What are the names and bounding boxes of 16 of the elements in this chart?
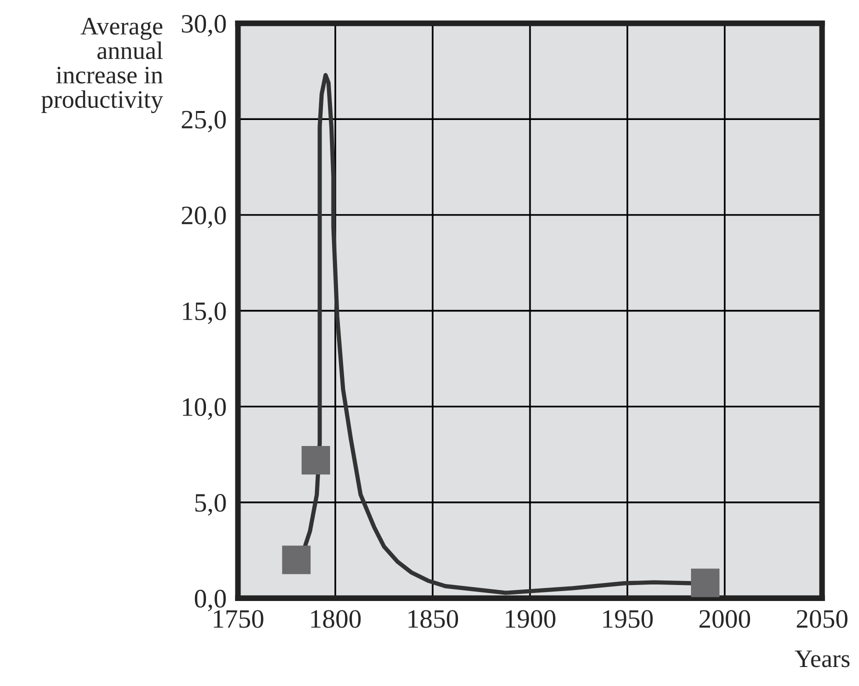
x-tick-label: 1750 <box>214 610 264 628</box>
x-tick-label: 2050 <box>796 610 848 628</box>
x-tick-label: 2000 <box>699 610 750 628</box>
x-tick-label: 1900 <box>506 610 556 628</box>
y-tick-label: 30,0 <box>182 14 226 37</box>
y-tick-label: 10,0 <box>182 398 226 420</box>
y-tick-label: 25,0 <box>182 110 226 132</box>
x-tick-label: 1950 <box>603 610 653 628</box>
x-axis-title: Years <box>794 650 850 668</box>
y-tick-label: 5,0 <box>195 494 226 516</box>
x-tick-label: 1800 <box>311 610 361 628</box>
y-axis-title: Average annual increase in productivity <box>41 18 164 114</box>
y-tick-label: 0,0 <box>194 590 226 612</box>
y-tick-label: 20,0 <box>182 206 226 228</box>
y-tick-label: 15,0 <box>182 302 226 324</box>
x-tick-label: 1850 <box>408 610 458 628</box>
